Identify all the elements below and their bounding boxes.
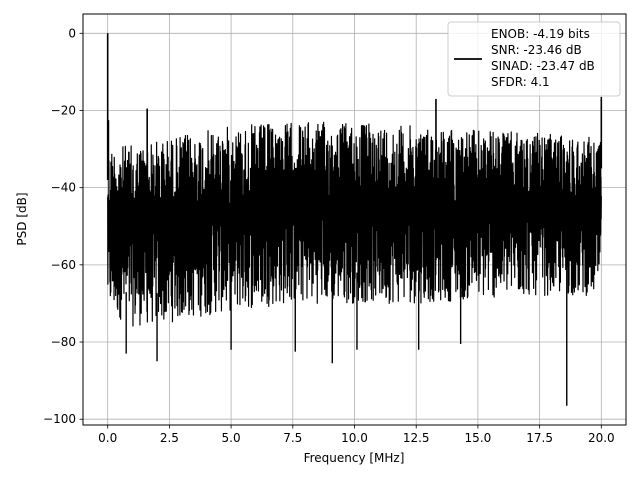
x-tick-label: 0.0 xyxy=(98,431,117,445)
y-tick-label: −100 xyxy=(43,412,76,426)
legend-text-sfdr: SFDR: 4.1 xyxy=(491,75,550,89)
y-axis-label: PSD [dB] xyxy=(15,192,29,245)
legend-box xyxy=(447,21,621,97)
y-tick-label: −40 xyxy=(51,181,76,195)
psd-noise-trace xyxy=(107,121,602,327)
x-tick-label: 15.0 xyxy=(465,431,492,445)
x-tick-label: 17.5 xyxy=(526,431,553,445)
y-tick-label: −20 xyxy=(51,103,76,117)
legend-text-enob: ENOB: -4.19 bits xyxy=(491,27,590,41)
data-layer xyxy=(106,33,603,406)
y-tick-label: −80 xyxy=(51,335,76,349)
x-tick-label: 20.0 xyxy=(588,431,615,445)
legend: ENOB: -4.19 bits SNR: -23.46 dB SINAD: -… xyxy=(447,21,621,97)
x-tick-label: 12.5 xyxy=(403,431,430,445)
ticks: 0.0 2.5 5.0 7.5 10.0 12.5 15.0 17.5 20.0 0 −20 −40 −… xyxy=(43,26,615,445)
x-tick-label: 5.0 xyxy=(222,431,241,445)
legend-text-sinad: SINAD: -23.47 dB xyxy=(491,59,595,73)
x-tick-label: 7.5 xyxy=(283,431,302,445)
x-tick-label: 2.5 xyxy=(160,431,179,445)
x-axis-label: Frequency [MHz] xyxy=(304,451,405,465)
y-tick-label: −60 xyxy=(51,258,76,272)
legend-text-snr: SNR: -23.46 dB xyxy=(491,43,582,57)
y-tick-label: 0 xyxy=(68,26,76,40)
x-tick-label: 10.0 xyxy=(341,431,368,445)
